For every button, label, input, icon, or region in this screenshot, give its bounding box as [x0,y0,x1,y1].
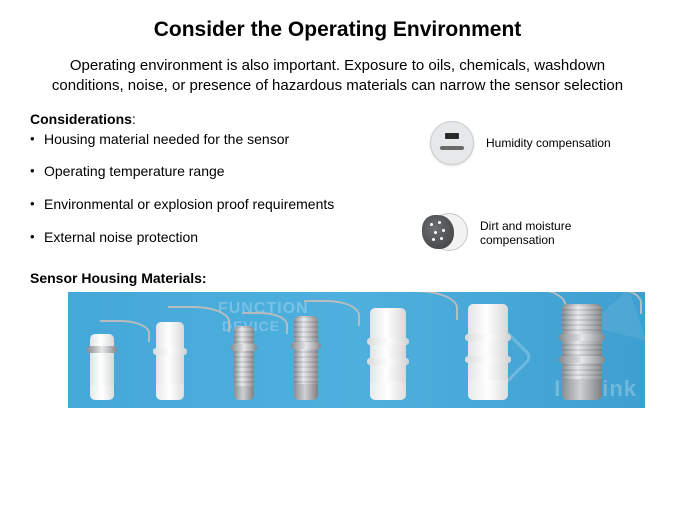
content-columns: Considerations: Housing material needed … [0,111,675,262]
dirt-feature: Dirt and moisture compensation [420,211,645,255]
housing-strip: FUNCTION DEVICE IO-Link [68,292,645,408]
sensor-s6 [468,304,508,398]
sensor-s7 [562,304,602,398]
sensor-cap-icon [234,386,254,400]
sensor-s2 [156,322,184,398]
sensor-cap-icon [370,382,406,400]
sensor-ring-icon [153,348,187,355]
consideration-item: Environmental or explosion proof require… [30,196,400,213]
sensor-s3 [234,326,254,398]
sensor-body-icon [156,322,184,398]
considerations-column: Considerations: Housing material needed … [30,111,400,262]
humidity-disc-icon [430,121,474,165]
features-column: Humidity compensation Dirt and moisture … [400,111,645,262]
sensor-s5 [370,308,406,398]
sensor-body-icon [468,304,508,398]
sensor-ring-icon [559,356,605,363]
humidity-label: Humidity compensation [486,136,611,150]
sensor-cap-icon [90,386,114,400]
considerations-colon: : [132,111,136,127]
sensor-ring-icon [559,334,605,341]
considerations-heading: Considerations [30,111,132,127]
considerations-list: Housing material needed for the sensor O… [30,131,400,246]
page-title: Consider the Operating Environment [0,18,675,42]
sensor-body-icon [234,326,254,398]
housing-heading: Sensor Housing Materials: [30,270,675,286]
sensor-ring-icon [465,356,511,363]
sensor-body-icon [90,334,114,398]
dirt-disc-icon [420,211,468,255]
sensor-cap-icon [562,380,602,400]
humidity-feature: Humidity compensation [430,121,611,165]
sensor-s4 [294,316,318,398]
sensor-ring-icon [367,338,409,345]
sensor-cap-icon [156,384,184,400]
sensor-body-icon [370,308,406,398]
sensor-body-icon [562,304,602,398]
consideration-item: External noise protection [30,229,400,246]
subtitle-paragraph: Operating environment is also important.… [40,56,635,97]
sensor-ring-icon [87,346,117,353]
consideration-item: Housing material needed for the sensor [30,131,400,148]
sensor-ring-icon [231,344,257,351]
dirt-label: Dirt and moisture compensation [480,219,645,247]
sensor-s1 [90,334,114,398]
sensor-cap-icon [294,384,318,400]
sensor-ring-icon [291,342,321,349]
sensor-ring-icon [465,334,511,341]
consideration-item: Operating temperature range [30,163,400,180]
sensor-cap-icon [468,380,508,400]
sensor-ring-icon [367,358,409,365]
sensor-body-icon [294,316,318,398]
